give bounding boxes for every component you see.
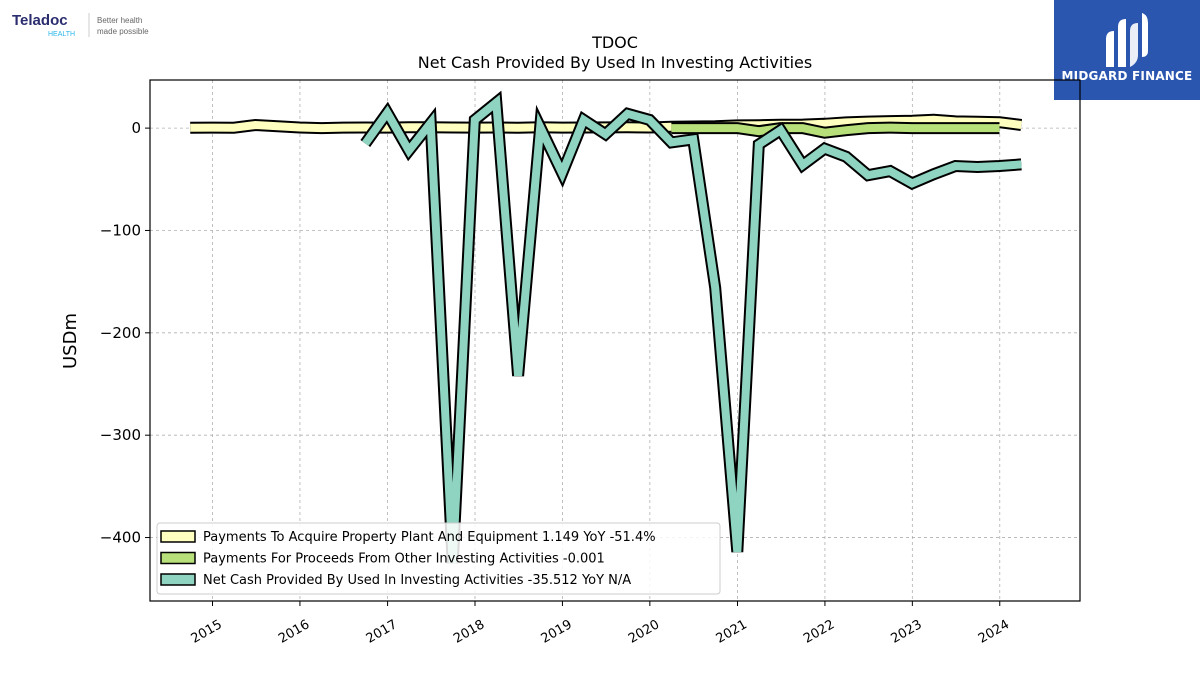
chart-series (190, 90, 1023, 564)
series-2 (671, 121, 1000, 139)
legend-box (156, 522, 721, 595)
chart-grid (150, 80, 1080, 601)
y-tick-label: −400 (100, 529, 141, 547)
legend-swatch (160, 530, 196, 543)
legend-swatch (160, 573, 196, 586)
teladoc-logo: Teladoc HEALTH Better health made possib… (12, 12, 182, 44)
x-tick-label: 2017 (364, 617, 400, 647)
teladoc-logo-sub: HEALTH (48, 31, 75, 38)
chart-subtitle: Net Cash Provided By Used In Investing A… (418, 53, 812, 72)
x-tick-label: 2021 (714, 617, 750, 647)
teladoc-logo-name: Teladoc (12, 12, 68, 29)
series-line (362, 94, 1022, 564)
x-tick-label: 2016 (276, 617, 312, 647)
y-tick-label: 0 (131, 119, 141, 137)
legend-label: Payments To Acquire Property Plant And E… (203, 530, 656, 545)
y-tick-label: −100 (100, 221, 141, 239)
plot-frame (149, 79, 1081, 602)
teladoc-tagline-2: made possible (97, 27, 149, 36)
x-tick-label: 2022 (801, 617, 837, 647)
series-line (671, 123, 1000, 137)
legend-label: Payments For Proceeds From Other Investi… (203, 552, 605, 567)
midgard-brand-text: MIDGARD FINANCE (1061, 69, 1193, 83)
chart-legend: Payments To Acquire Property Plant And E… (156, 522, 721, 595)
teladoc-tagline-1: Better health (97, 16, 142, 25)
x-tick-label: 2019 (539, 617, 575, 647)
y-tick-label: −200 (100, 324, 141, 342)
y-axis-label: USDm (60, 313, 81, 369)
chart-title: TDOC (591, 33, 638, 52)
x-tick-label: 2015 (189, 617, 225, 647)
series-3 (360, 90, 1022, 564)
legend-label: Net Cash Provided By Used In Investing A… (203, 573, 631, 588)
midgard-finance-logo: MIDGARD FINANCE (1054, 0, 1200, 100)
teladoc-logo-graphic: Teladoc HEALTH Better health made possib… (12, 12, 149, 38)
x-tick-label: 2018 (451, 617, 487, 647)
x-tick-label: 2023 (889, 617, 925, 647)
midgard-emblem-icon (1106, 13, 1148, 67)
x-tick-label: 2024 (976, 617, 1012, 647)
y-tick-label: −300 (100, 426, 141, 444)
legend-swatch (160, 551, 196, 565)
x-tick-label: 2020 (626, 617, 662, 647)
